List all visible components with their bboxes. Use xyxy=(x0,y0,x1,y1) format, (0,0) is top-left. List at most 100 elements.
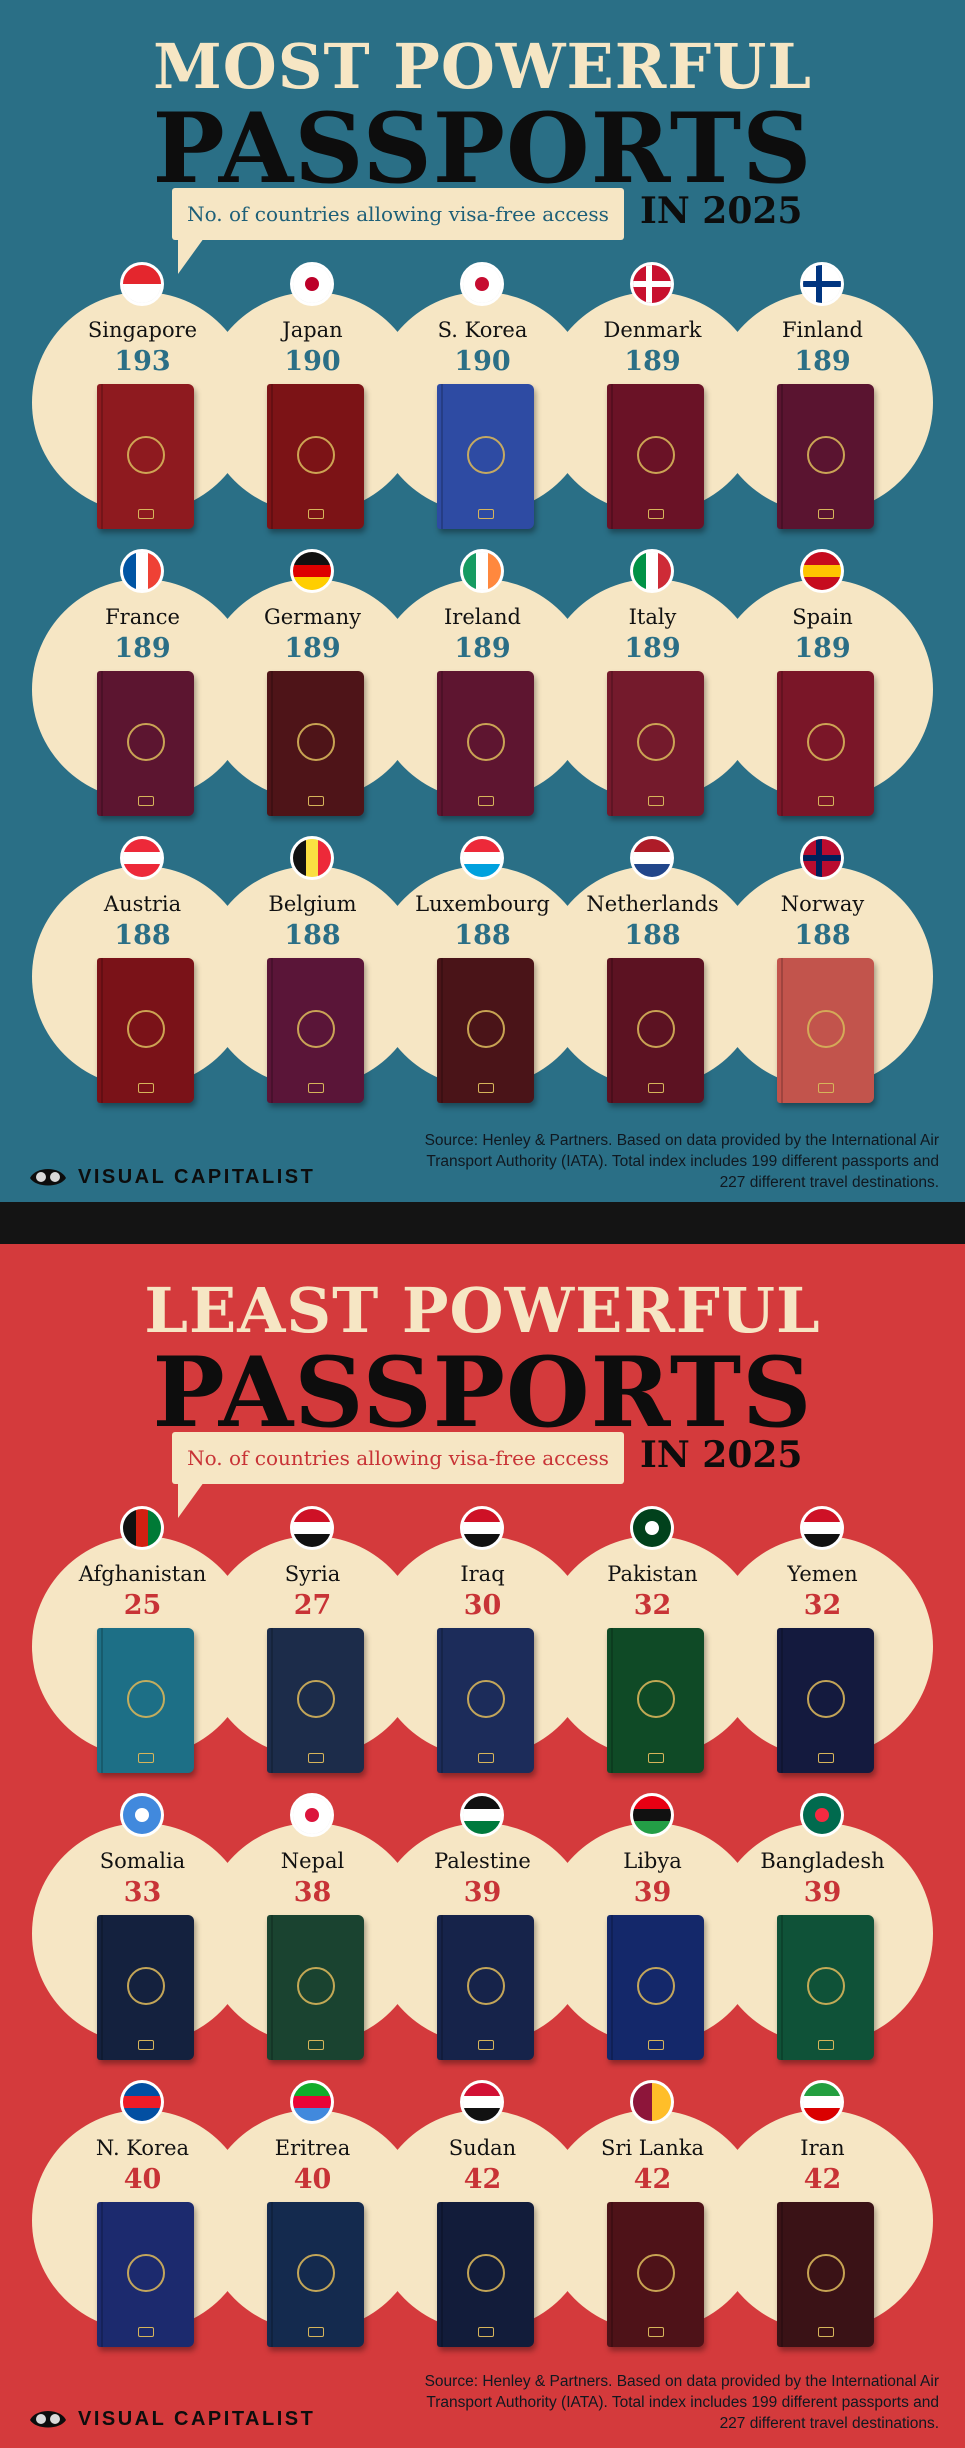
section-title-main: PASSPORTS xyxy=(152,1336,813,1449)
country-name: Belgium xyxy=(268,892,357,916)
visa-free-score: 42 xyxy=(803,2164,842,2195)
passport-cover xyxy=(97,2202,194,2347)
country-name: Libya xyxy=(623,1849,682,1873)
passport-emblem-icon xyxy=(126,722,165,761)
passport-emblem-icon xyxy=(466,1966,505,2005)
year-label: IN 2025 xyxy=(640,1434,803,1476)
passport-cover xyxy=(777,384,874,529)
visa-free-score: 189 xyxy=(454,633,511,664)
passport-emblem-icon xyxy=(636,1679,675,1718)
visa-free-score: 189 xyxy=(794,346,851,377)
passport-emblem-icon xyxy=(296,1966,335,2005)
passport-card: Spain 189 xyxy=(712,549,933,824)
passport-emblem-icon xyxy=(636,435,675,474)
passport-emblem-icon xyxy=(296,435,335,474)
flag-icon xyxy=(120,1506,164,1550)
country-name: Spain xyxy=(792,605,853,629)
visa-free-score: 189 xyxy=(284,633,341,664)
passport-card: Libya 39 xyxy=(542,1793,763,2068)
section-divider xyxy=(0,1202,965,1244)
biometric-chip-icon xyxy=(137,2327,154,2337)
biometric-chip-icon xyxy=(307,509,324,519)
flag-icon xyxy=(460,262,504,306)
passport-emblem-icon xyxy=(806,1009,845,1048)
passport-card: Finland 189 xyxy=(712,262,933,537)
section-title-top: MOST POWERFUL xyxy=(153,30,812,103)
biometric-chip-icon xyxy=(477,2040,494,2050)
visa-free-score: 193 xyxy=(114,346,171,377)
passport-emblem-icon xyxy=(466,435,505,474)
flag-icon xyxy=(800,1506,844,1550)
country-name: Ireland xyxy=(444,605,521,629)
passport-cover xyxy=(267,958,364,1103)
section-title-top: LEAST POWERFUL xyxy=(144,1274,821,1347)
passport-emblem-icon xyxy=(296,722,335,761)
flag-icon xyxy=(290,1793,334,1837)
passport-cover xyxy=(607,384,704,529)
visa-free-score: 27 xyxy=(293,1590,332,1621)
flag-icon xyxy=(630,1506,674,1550)
passport-cover xyxy=(777,1915,874,2060)
country-name: Bangladesh xyxy=(760,1849,885,1873)
passport-cover xyxy=(437,958,534,1103)
brand-name: VISUAL CAPITALIST xyxy=(78,2407,316,2430)
brand-name: VISUAL CAPITALIST xyxy=(78,1165,316,1188)
visa-free-score: 42 xyxy=(633,2164,672,2195)
biometric-chip-icon xyxy=(647,2327,664,2337)
visa-free-score: 190 xyxy=(454,346,511,377)
flag-icon xyxy=(460,836,504,880)
flag-icon xyxy=(800,836,844,880)
passport-cover xyxy=(777,1628,874,1773)
country-name: Syria xyxy=(284,1562,341,1586)
biometric-chip-icon xyxy=(647,509,664,519)
passport-emblem-icon xyxy=(466,1009,505,1048)
passport-emblem-icon xyxy=(636,722,675,761)
passport-cover xyxy=(97,1628,194,1773)
passport-cover xyxy=(777,2202,874,2347)
biometric-chip-icon xyxy=(307,1083,324,1093)
flag-icon xyxy=(290,1506,334,1550)
country-name: Austria xyxy=(103,892,182,916)
biometric-chip-icon xyxy=(817,509,834,519)
biometric-chip-icon xyxy=(137,796,154,806)
country-name: Denmark xyxy=(603,318,702,342)
country-name: S. Korea xyxy=(437,318,528,342)
biometric-chip-icon xyxy=(647,2040,664,2050)
country-name: Yemen xyxy=(787,1562,858,1586)
biometric-chip-icon xyxy=(307,796,324,806)
visa-free-score: 189 xyxy=(624,346,681,377)
flag-icon xyxy=(630,262,674,306)
passport-card: Norway 188 xyxy=(712,836,933,1111)
flag-icon xyxy=(630,836,674,880)
passport-card: Bangladesh 39 xyxy=(712,1793,933,2068)
flag-icon xyxy=(460,1793,504,1837)
visa-free-score: 32 xyxy=(633,1590,672,1621)
visa-free-score: 25 xyxy=(123,1590,162,1621)
passport-cover xyxy=(607,671,704,816)
flag-icon xyxy=(630,2080,674,2124)
biometric-chip-icon xyxy=(647,1083,664,1093)
passport-emblem-icon xyxy=(296,2253,335,2292)
passport-cover xyxy=(97,1915,194,2060)
passport-emblem-icon xyxy=(296,1009,335,1048)
biometric-chip-icon xyxy=(477,1753,494,1763)
flag-icon xyxy=(800,262,844,306)
biometric-chip-icon xyxy=(647,796,664,806)
country-name: Somalia xyxy=(99,1849,186,1873)
biometric-chip-icon xyxy=(477,1083,494,1093)
passport-cover xyxy=(437,384,534,529)
passport-cover xyxy=(437,1628,534,1773)
passport-cover xyxy=(267,1915,364,2060)
flag-icon xyxy=(460,2080,504,2124)
visa-free-score: 39 xyxy=(463,1877,502,1908)
biometric-chip-icon xyxy=(817,1083,834,1093)
flag-icon xyxy=(630,549,674,593)
flag-icon xyxy=(290,549,334,593)
biometric-chip-icon xyxy=(477,509,494,519)
passport-emblem-icon xyxy=(636,2253,675,2292)
biometric-chip-icon xyxy=(307,2327,324,2337)
passport-card: Eritrea 40 xyxy=(202,2080,423,2355)
flag-icon xyxy=(120,1793,164,1837)
passport-card: Yemen 32 xyxy=(712,1506,933,1781)
passport-emblem-icon xyxy=(806,435,845,474)
